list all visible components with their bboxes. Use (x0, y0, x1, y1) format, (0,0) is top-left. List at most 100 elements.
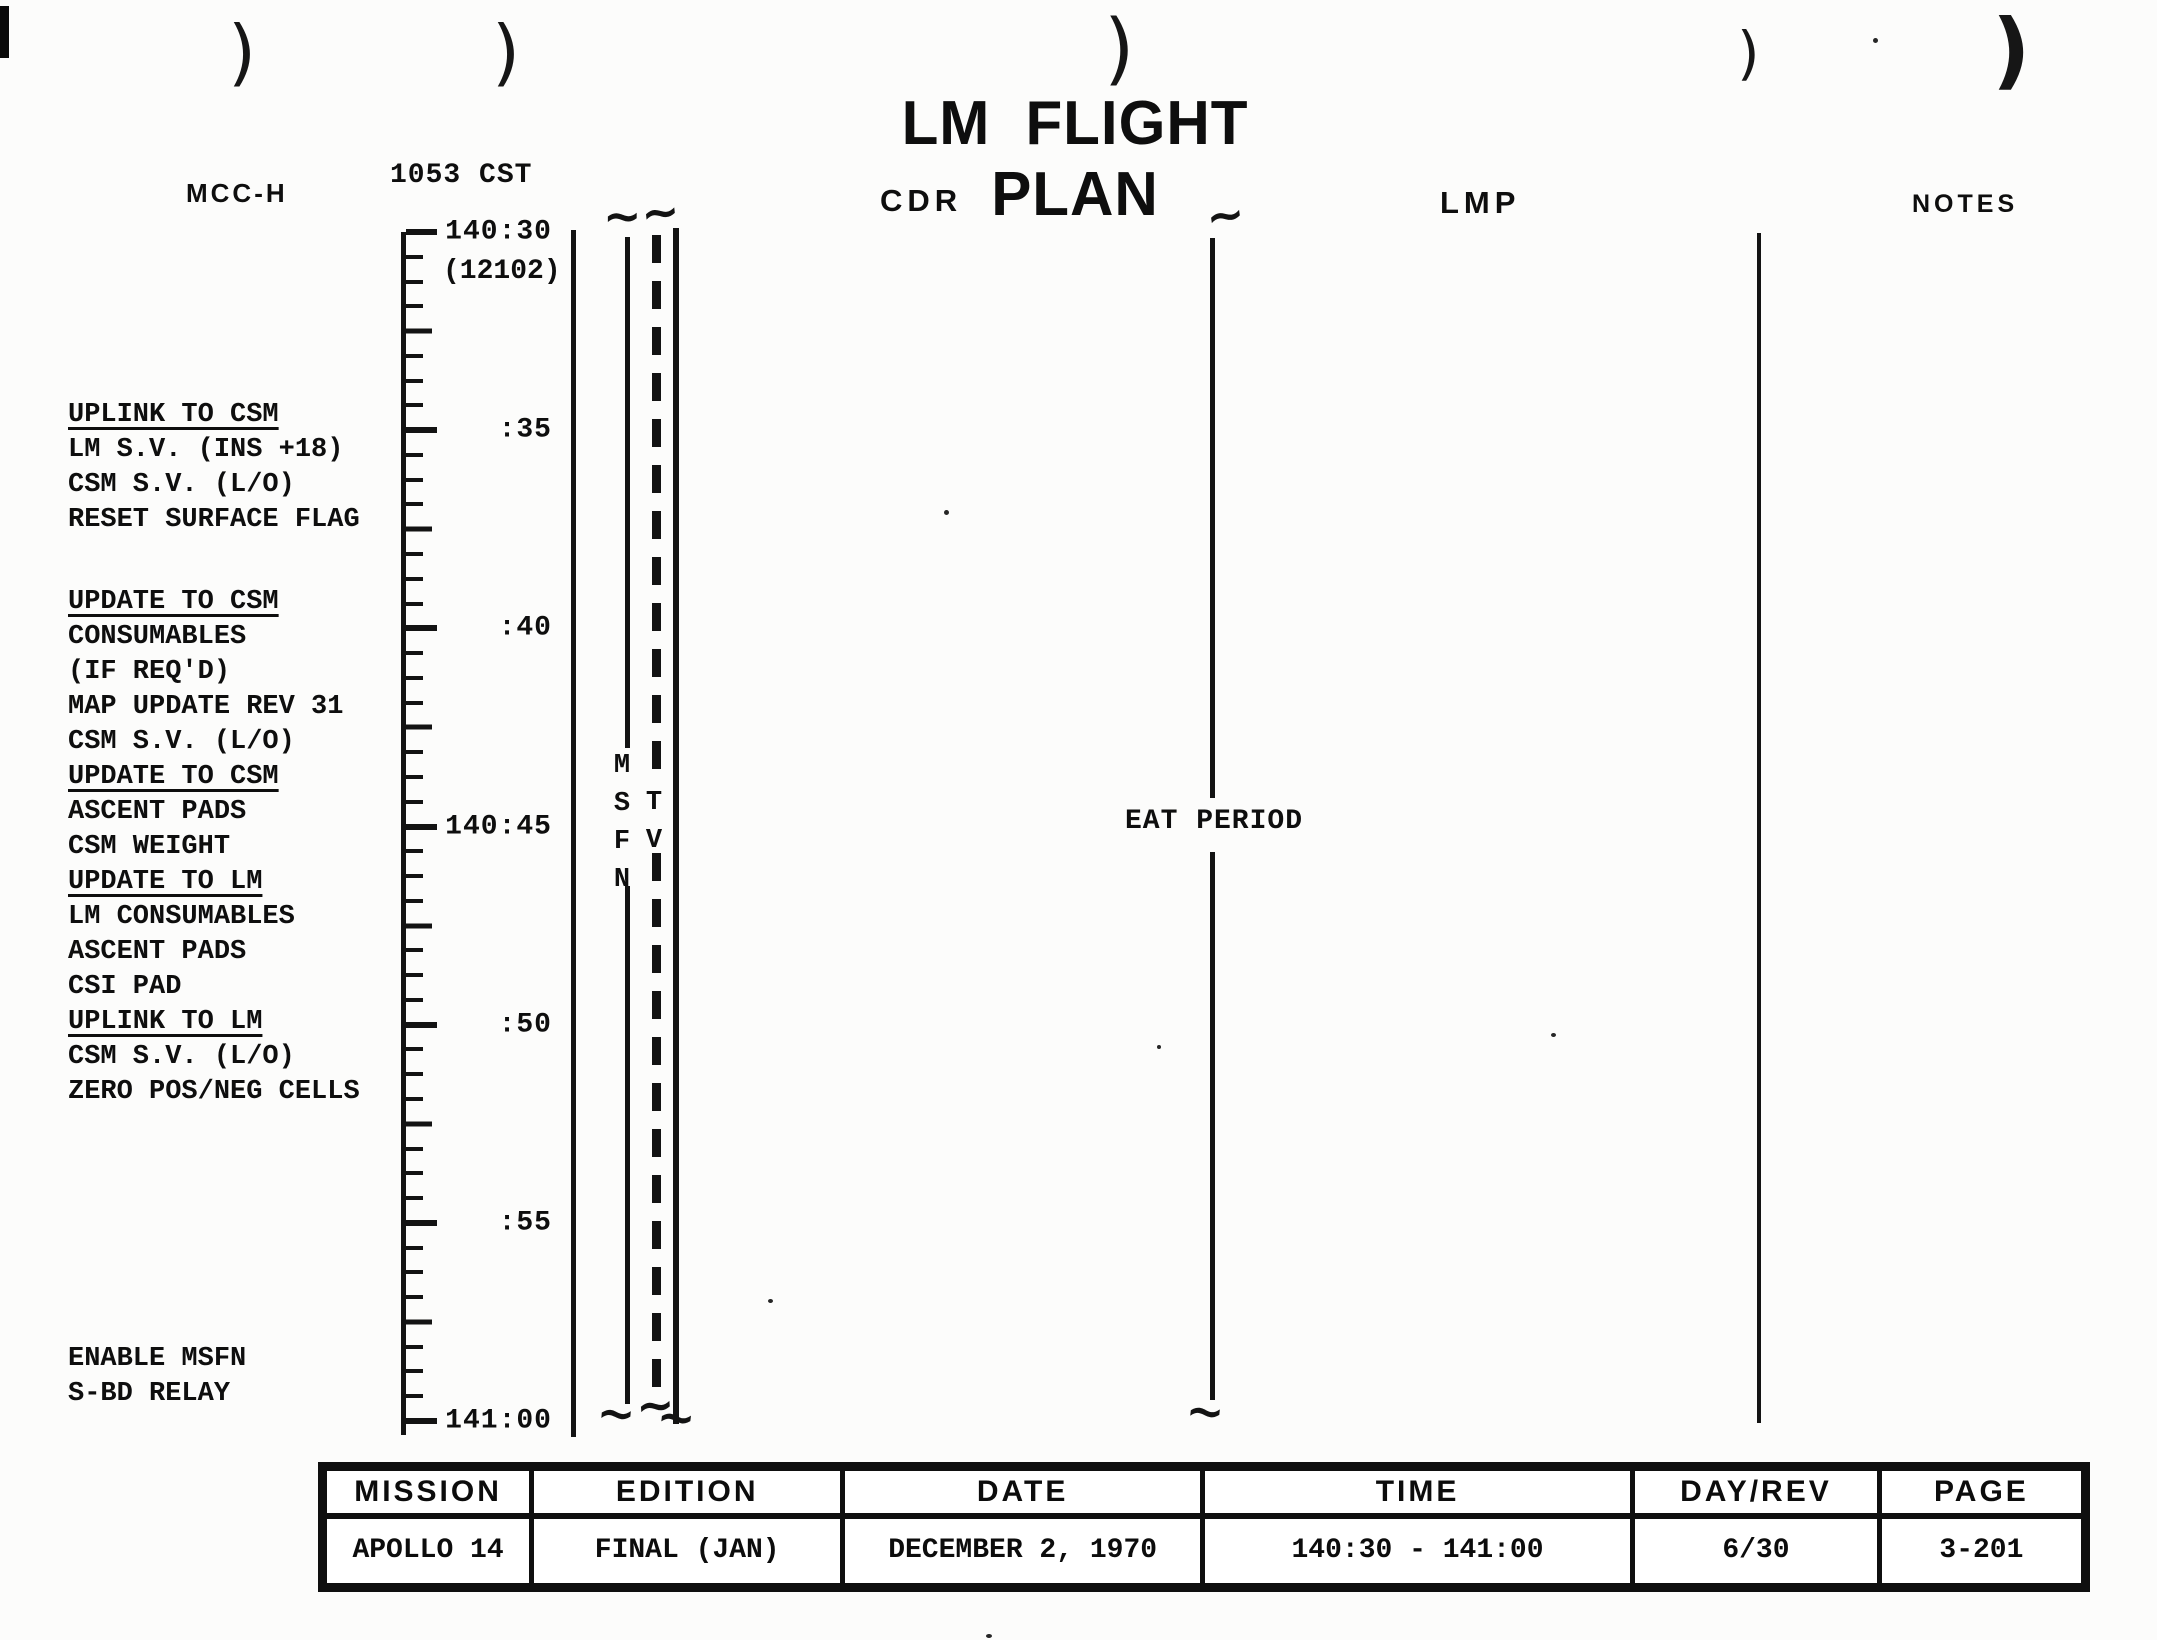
mcch-text-line: CSM S.V. (L/O) (68, 727, 295, 757)
mcch-heading-line: UPDATE TO CSM (68, 762, 279, 792)
mcch-text-block: ENABLE MSFN S-BD RELAY (68, 1342, 246, 1412)
timeline-tick (406, 823, 437, 830)
timeline-tick (406, 1171, 423, 1176)
mcch-text-line: LM S.V. (INS +18) (68, 435, 344, 465)
mcch-text-line: CSM S.V. (L/O) (68, 1042, 295, 1072)
timeline-tick (406, 1021, 437, 1028)
mcch-heading-line: UPLINK TO CSM (68, 400, 279, 430)
timeline-tick (406, 601, 423, 606)
footer-value-cell: 6/30 (1635, 1518, 1882, 1583)
footer-header-cell: MISSION (327, 1471, 535, 1519)
mcch-text-line: ZERO POS/NEG CELLS (68, 1077, 360, 1107)
timeline-label: :50 (498, 1009, 552, 1041)
mcch-text-line: ASCENT PADS (68, 797, 247, 827)
timeline-tick (406, 1369, 423, 1374)
footer-value-cell: 140:30 - 141:00 (1205, 1518, 1636, 1583)
column-header-lmp: LMP (1440, 185, 1521, 220)
timeline-tick (406, 576, 423, 581)
cdr-column-divider-line (571, 230, 576, 1437)
footer-value-cell: DECEMBER 2, 1970 (845, 1518, 1205, 1583)
mcch-text-line: RESET SURFACE FLAG (68, 505, 360, 535)
mcch-text-line: MAP UPDATE REV 31 (68, 692, 344, 722)
mcch-text-line: S-BD RELAY (68, 1379, 231, 1409)
timeline-tick (406, 403, 423, 408)
scan-paren-mark: ) (1737, 19, 1760, 87)
mcch-text-line: LM CONSUMABLES (68, 902, 295, 932)
timeline-tick (406, 526, 432, 532)
scan-paren-mark: ) (1104, 4, 1135, 94)
timeline-tick (406, 774, 423, 779)
timeline-tick (406, 1319, 432, 1325)
eat-period-bottom-squiggle: ~ (1183, 1382, 1228, 1440)
eat-period-top-squiggle: ~ (1202, 185, 1249, 245)
timeline-tick (406, 304, 423, 309)
mcch-text-line: CONSUMABLES (68, 622, 247, 652)
eat-period-line (1210, 852, 1215, 1400)
scan-paren-mark: ) (1992, 1, 2031, 99)
timeline-tick (406, 427, 437, 434)
eat-period-line (1210, 238, 1215, 798)
msfn-line-top-squiggle: ~ (603, 189, 642, 243)
timeline-tick (406, 328, 432, 334)
timeline-tick (406, 353, 423, 358)
timeline-tick (406, 1072, 423, 1077)
scan-speck (1873, 38, 1878, 43)
timeline-tick (406, 625, 437, 632)
timeline-label: 140:30 (445, 216, 552, 248)
timeline-tick (406, 1270, 423, 1275)
eat-period-label: EAT PERIOD (1124, 806, 1304, 837)
band-right-line (673, 228, 679, 1424)
column-header-cdr: CDR (880, 183, 963, 218)
timeline-tick (406, 1146, 423, 1151)
lmp-column-divider-line (1757, 233, 1761, 1423)
scan-speck (768, 1299, 773, 1303)
scan-paren-mark: ) (228, 10, 257, 94)
column-header-notes: NOTES (1912, 190, 2019, 218)
msfn-band-label: MSFN (607, 751, 637, 903)
footer-value-cell: 3-201 (1939, 1535, 2024, 1567)
scan-speck (1551, 1033, 1556, 1037)
mcch-text-block: UPDATE TO CSM CONSUMABLES (IF REQ'D) MAP UP… (68, 585, 360, 1110)
footer-table: MISSION EDITION DATE TIME DAY/REV PAGE APOLLO … (318, 1462, 2090, 1592)
scan-paren-mark: ) (492, 10, 521, 94)
timeline-tick (406, 1344, 423, 1349)
mcch-text-line: CSM WEIGHT (68, 832, 231, 862)
timeline-tick (406, 675, 423, 680)
mcch-text-block: UPLINK TO CSM LM S.V. (INS +18) CSM S.V. (… (68, 398, 360, 538)
timeline-tick (406, 279, 423, 284)
timeline-tick (406, 378, 423, 383)
footer-header-cell: DAY/REV (1635, 1471, 1882, 1519)
timeline-ruler: 140:30:35:40 140:45:50:55 141:00 (401, 217, 566, 1437)
scan-speck (986, 1634, 992, 1638)
scan-speck (1157, 1045, 1161, 1049)
timeline-tick (406, 477, 423, 482)
timeline-label: :55 (498, 1207, 552, 1239)
timeline-label: 141:00 (445, 1405, 552, 1437)
timeline-tick (406, 1121, 432, 1127)
timeline-cst-label: 1053 CST (390, 160, 533, 191)
page-title: LM FLIGHT PLAN (901, 89, 1249, 229)
timeline-tick (406, 724, 432, 730)
timeline-tick (406, 1219, 437, 1226)
mcch-text-line: CSM S.V. (L/O) (68, 470, 295, 500)
timeline-tick (406, 1418, 437, 1424)
band-right-line-squiggle: ~ (653, 1387, 699, 1447)
mcch-heading-line: UPLINK TO LM (68, 1007, 263, 1037)
timeline-label: :40 (498, 612, 552, 644)
timeline-tick (406, 1394, 423, 1399)
timeline-tick (406, 898, 423, 903)
timeline-tick (406, 799, 423, 804)
mcch-text-line: ASCENT PADS (68, 937, 247, 967)
timeline-tick (406, 1096, 423, 1101)
timeline-tick (406, 1047, 423, 1052)
timeline-tick (406, 1196, 423, 1201)
timeline-tick (406, 502, 423, 507)
timeline-label: 140:45 (445, 811, 552, 842)
timeline-tick (406, 700, 423, 705)
tv-band-label: TV (639, 788, 669, 864)
mcch-heading-line: UPDATE TO LM (68, 867, 263, 897)
tv-band-dashed-line (652, 853, 661, 1395)
footer-value-cell: FINAL (JAN) (534, 1518, 846, 1583)
timeline-tick (406, 750, 423, 755)
